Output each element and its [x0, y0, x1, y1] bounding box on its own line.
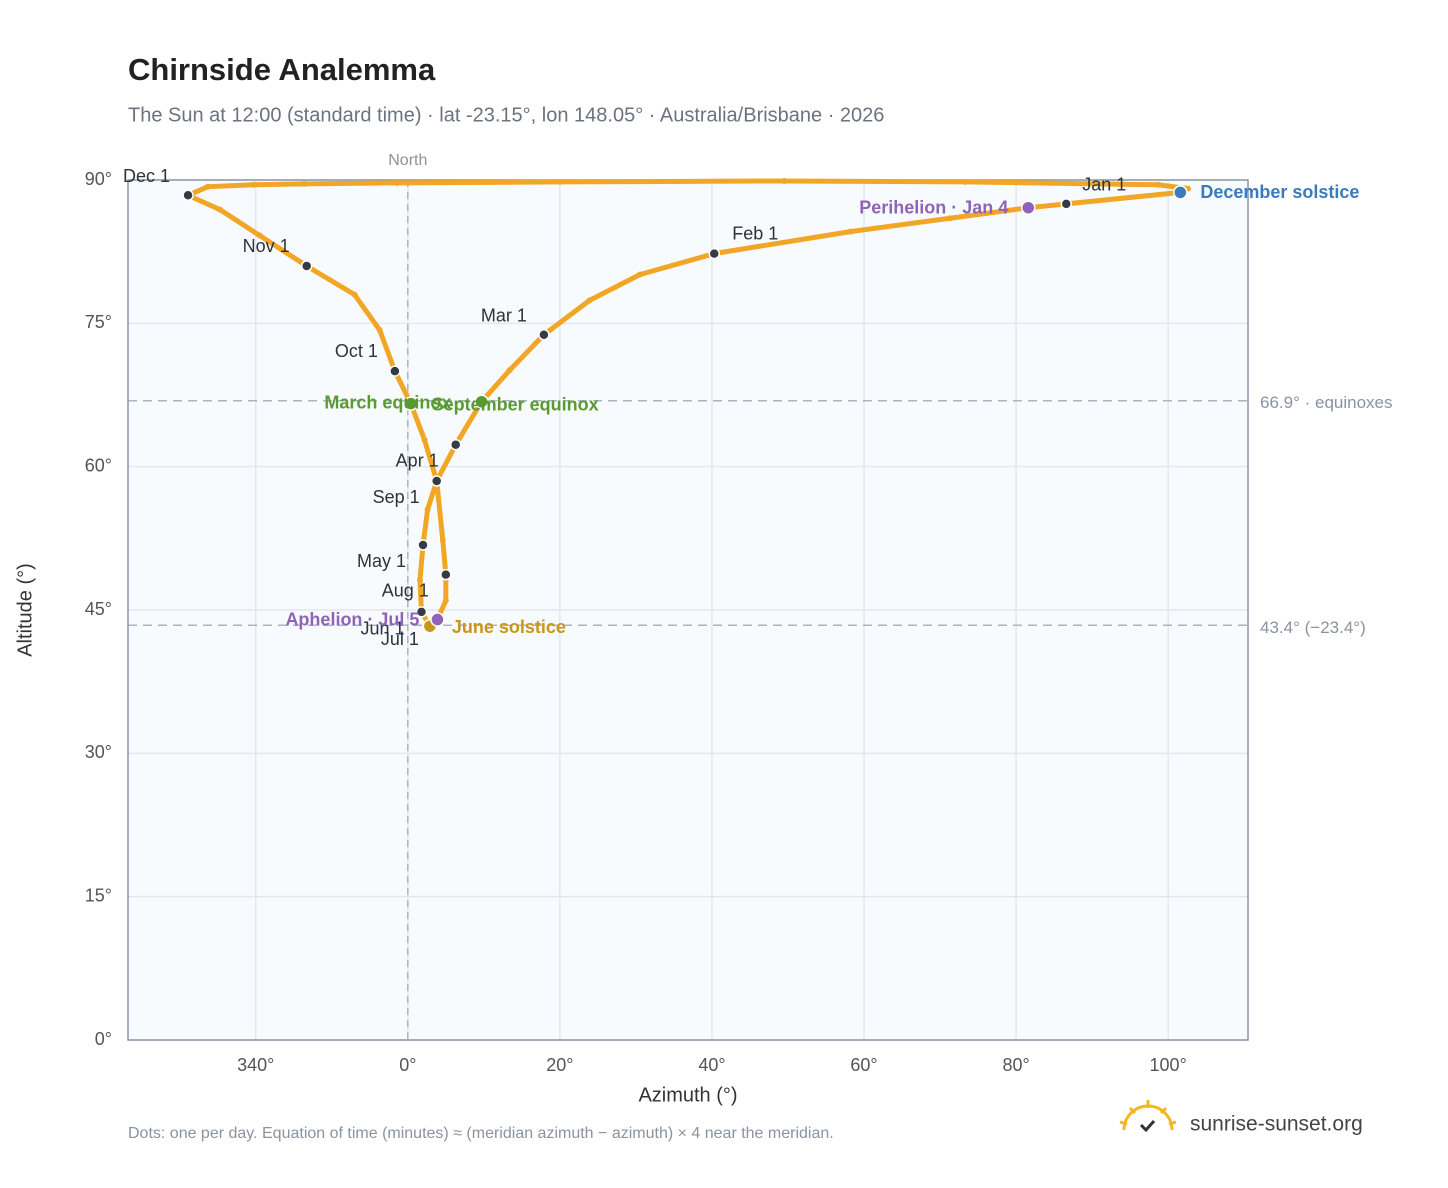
date-label: Oct 1 [335, 341, 378, 361]
date-label: Dec 1 [123, 166, 170, 186]
daily-dot [424, 506, 431, 513]
x-tick-label: 20° [546, 1055, 573, 1075]
event-label: March equinox [324, 392, 451, 412]
daily-dot [421, 436, 428, 443]
y-tick-label: 60° [85, 455, 112, 475]
event-label: September equinox [432, 394, 599, 414]
y-tick-label: 75° [85, 312, 112, 332]
date-label: Aug 1 [382, 580, 429, 600]
date-marker [708, 247, 720, 260]
event-marker [430, 612, 445, 627]
date-marker [430, 475, 443, 487]
daily-dot [439, 537, 446, 544]
daily-dot [506, 367, 513, 374]
date-label: Mar 1 [481, 306, 527, 326]
x-tick-label: 80° [1002, 1055, 1029, 1075]
event-marker [1021, 200, 1036, 215]
date-marker [417, 539, 429, 551]
daily-dot [781, 177, 788, 184]
daily-dot [416, 577, 423, 584]
x-tick-label: 0° [399, 1055, 416, 1075]
date-label: Nov 1 [243, 236, 290, 256]
daily-dot [301, 180, 308, 187]
daily-dot [556, 178, 563, 185]
y-tick-label: 90° [85, 169, 112, 189]
event-marker [1173, 185, 1188, 200]
event-label: June solstice [452, 617, 566, 637]
daily-dot [256, 232, 263, 239]
date-marker [449, 438, 462, 451]
x-tick-label: 100° [1150, 1055, 1187, 1075]
date-marker [300, 260, 313, 272]
brand-logo [1119, 1100, 1177, 1133]
daily-dot [1155, 181, 1162, 188]
x-tick-label: 60° [850, 1055, 877, 1075]
y-tick-label: 15° [85, 885, 112, 905]
x-tick-label: 340° [237, 1055, 274, 1075]
date-label: Sep 1 [373, 487, 420, 507]
reference-label: 43.4° (−23.4°) [1260, 618, 1366, 637]
y-tick-label: 30° [85, 742, 112, 762]
daily-dot [946, 215, 953, 222]
date-label: Apr 1 [396, 450, 439, 470]
daily-dot [442, 597, 449, 604]
x-axis-label: Azimuth (°) [638, 1084, 737, 1106]
daily-dot [250, 181, 257, 188]
reference-label: 66.9° · equinoxes [1260, 393, 1393, 412]
event-label: Perihelion · Jan 4 [859, 197, 1008, 217]
daily-dot [394, 179, 401, 186]
date-marker [389, 365, 401, 377]
chart-subtitle: The Sun at 12:00 (standard time) · lat -… [128, 104, 884, 126]
daily-dot [217, 206, 224, 213]
daily-dot [962, 178, 969, 185]
daily-dot [376, 327, 383, 334]
daily-dot [847, 228, 854, 235]
daily-dot [351, 291, 358, 298]
date-marker [182, 189, 194, 202]
north-label: North [388, 152, 427, 169]
y-tick-label: 0° [95, 1029, 112, 1049]
event-marker [403, 396, 419, 411]
date-label: Feb 1 [732, 223, 778, 243]
date-label: Jan 1 [1082, 175, 1126, 195]
y-axis-label: Altitude (°) [14, 563, 36, 657]
y-tick-label: 45° [85, 599, 112, 619]
event-marker [474, 394, 489, 409]
date-marker [1060, 198, 1073, 210]
footnote: Dots: one per day. Equation of time (min… [128, 1125, 834, 1142]
daily-dot [636, 271, 643, 278]
date-marker [440, 568, 452, 581]
x-tick-label: 40° [698, 1055, 725, 1075]
date-label: May 1 [357, 551, 406, 571]
event-label: Aphelion · Jul 5 [285, 609, 419, 629]
date-marker [538, 329, 550, 341]
daily-dot [586, 297, 593, 304]
date-label: Jul 1 [381, 629, 419, 649]
date-label: Jun 1 [360, 619, 404, 639]
event-label: December solstice [1200, 182, 1359, 202]
chart-title: Chirnside Analemma [128, 52, 436, 87]
date-marker [415, 606, 428, 618]
daily-dot [204, 183, 211, 190]
brand: sunrise-sunset.org [1190, 1113, 1363, 1136]
